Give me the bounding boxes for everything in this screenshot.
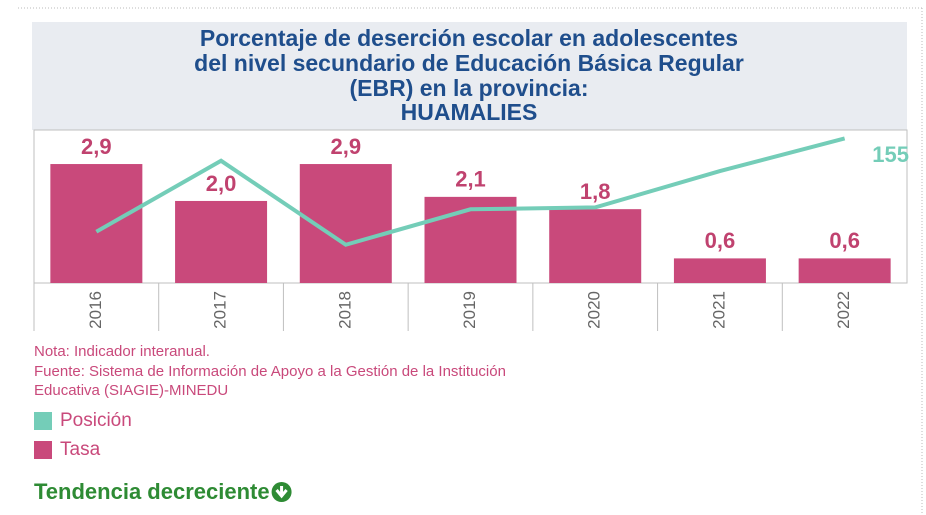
- legend-swatch: [34, 412, 52, 430]
- data-label: 2,1: [455, 167, 486, 192]
- data-label: 0,6: [705, 228, 736, 253]
- bar: [673, 258, 766, 283]
- legend-label: Tasa: [60, 439, 101, 460]
- data-label: 1,8: [580, 179, 611, 204]
- note: Educativa (SIAGIE)-MINEDU: [34, 382, 228, 399]
- bar: [798, 258, 891, 283]
- x-tick-label: 2021: [709, 291, 728, 329]
- bar: [549, 209, 642, 283]
- chart-title: del nivel secundario de Educación Básica…: [194, 50, 744, 76]
- title-background: [32, 22, 907, 130]
- trend-text: Tendencia decreciente: [34, 479, 270, 504]
- chart-title: Porcentaje de deserción escolar en adole…: [200, 25, 738, 51]
- bar: [50, 164, 143, 283]
- data-label: 2,0: [206, 171, 237, 196]
- data-label: 2,9: [81, 134, 112, 159]
- x-tick-label: 2019: [460, 291, 479, 329]
- legend-label: Posición: [60, 410, 132, 431]
- x-tick-label: 2020: [585, 291, 604, 329]
- x-tick-label: 2017: [211, 291, 230, 329]
- data-label: 2,9: [330, 134, 361, 159]
- note: Fuente: Sistema de Información de Apoyo …: [34, 363, 506, 380]
- legend-swatch: [34, 441, 52, 459]
- x-tick-label: 2018: [335, 291, 354, 329]
- x-tick-label: 2016: [86, 291, 105, 329]
- note: Nota: Indicador interanual.: [34, 343, 210, 360]
- chart-title: (EBR) en la provincia:: [350, 75, 589, 101]
- trend-icon: [271, 482, 292, 502]
- data-label: 0,6: [829, 228, 860, 253]
- data-label: 155: [872, 142, 909, 167]
- bar: [175, 200, 268, 283]
- chart-subtitle: HUAMALIES: [401, 99, 538, 125]
- x-tick-label: 2022: [834, 291, 853, 329]
- line: [95, 136, 846, 247]
